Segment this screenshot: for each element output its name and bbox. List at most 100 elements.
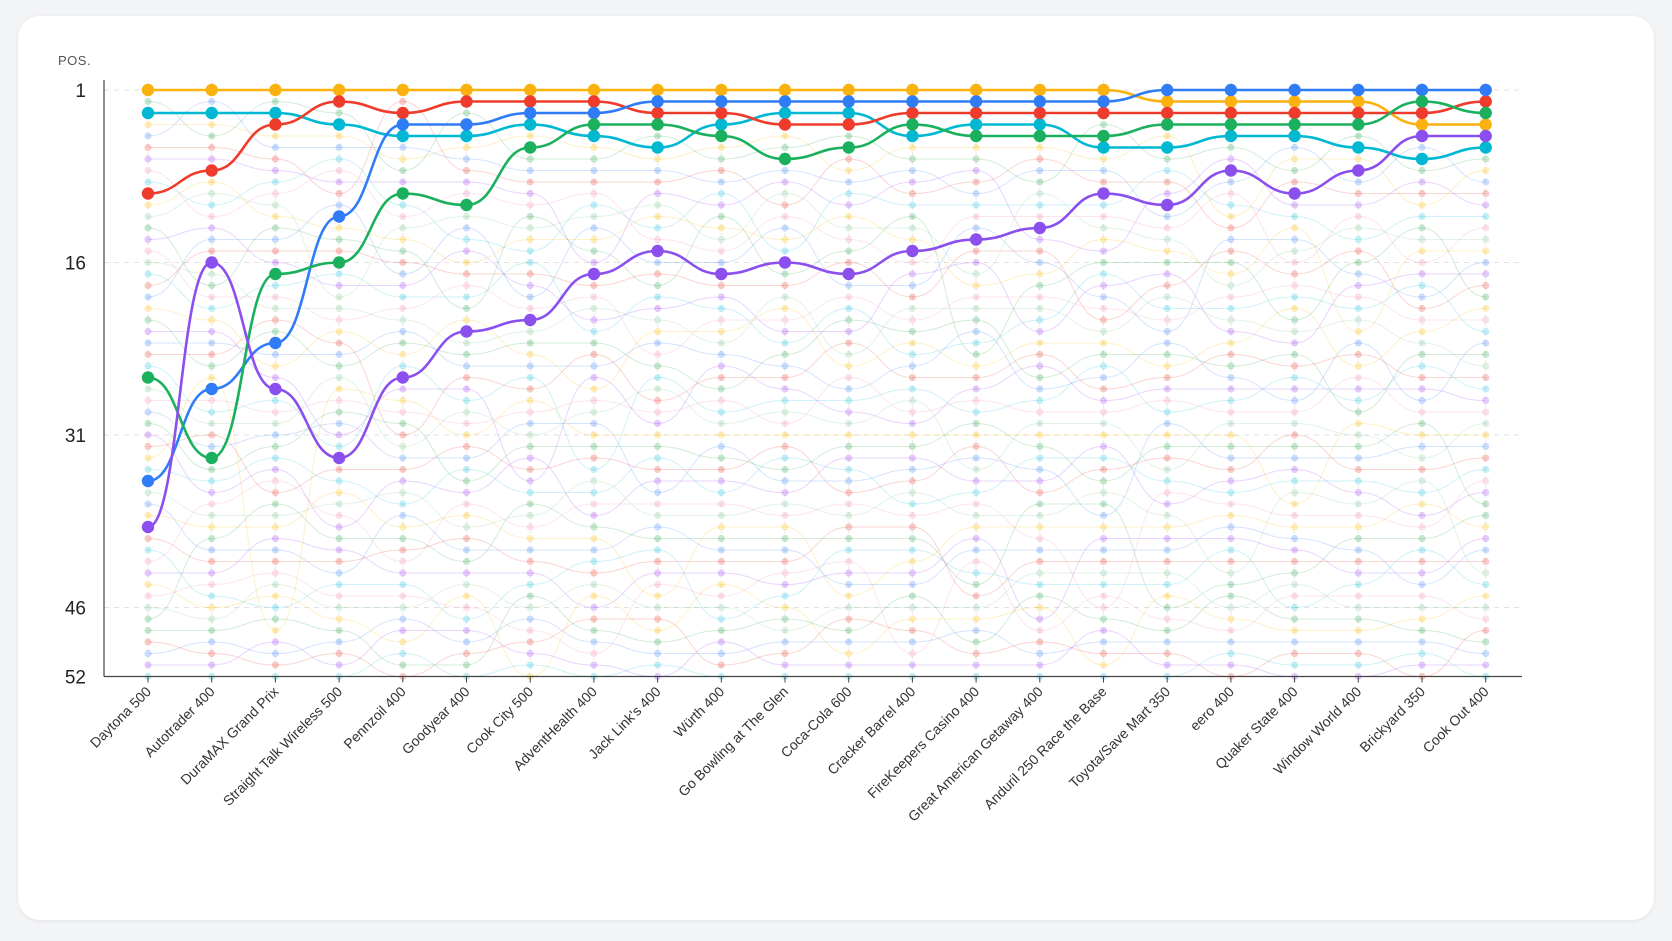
background-series-point xyxy=(908,327,917,336)
background-series-point xyxy=(654,362,662,370)
background-series-point xyxy=(208,304,216,313)
background-series-point xyxy=(526,626,534,635)
background-series-point xyxy=(1291,488,1299,497)
background-series-point xyxy=(972,511,980,520)
background-series-point xyxy=(1227,546,1235,554)
background-series-point xyxy=(1227,270,1235,278)
background-series-point xyxy=(1163,304,1171,313)
background-series-point xyxy=(144,247,152,255)
background-series-point xyxy=(1036,603,1044,612)
background-series-point xyxy=(526,132,534,140)
background-series-point xyxy=(972,143,980,152)
background-series-point xyxy=(908,442,917,451)
background-series-point xyxy=(972,454,980,462)
background-series-point xyxy=(654,592,662,600)
background-series-point xyxy=(335,270,343,278)
background-series-point xyxy=(781,247,789,255)
background-series-point xyxy=(526,431,534,439)
background-series-point xyxy=(654,419,662,428)
background-series-point xyxy=(908,431,917,439)
background-series-point xyxy=(399,224,407,232)
background-series-point xyxy=(208,546,216,554)
background-series-line xyxy=(147,480,1486,609)
series-point xyxy=(1033,83,1046,97)
background-series-point xyxy=(208,511,216,520)
background-series-point xyxy=(1291,500,1299,508)
background-series-line xyxy=(147,434,1486,528)
background-series-point xyxy=(654,442,662,451)
series-line xyxy=(146,100,1487,460)
background-series-point xyxy=(399,281,407,290)
background-series-point xyxy=(526,304,534,313)
background-series-point xyxy=(462,465,471,474)
background-series-point xyxy=(781,626,789,635)
background-series-point xyxy=(526,523,534,531)
background-series-point xyxy=(972,638,980,646)
x-tick-label: Goodyear 400 xyxy=(399,683,473,757)
background-series-point xyxy=(908,258,917,267)
background-series-point xyxy=(1482,212,1490,221)
background-series-point xyxy=(526,385,534,393)
background-series-point xyxy=(717,304,725,313)
y-tick-label: 1 xyxy=(75,81,86,102)
background-series-point xyxy=(1291,557,1299,566)
background-series-point xyxy=(845,511,853,520)
background-series-point xyxy=(1163,258,1171,267)
background-series-point xyxy=(1227,626,1235,635)
background-series-point xyxy=(590,408,598,416)
background-series-point xyxy=(462,373,471,382)
series-point xyxy=(906,118,919,131)
background-series-point xyxy=(462,419,471,428)
series-point xyxy=(715,118,728,131)
series-point xyxy=(969,129,983,143)
background-series-point xyxy=(144,350,152,359)
background-series-point xyxy=(1418,396,1426,405)
background-series-point xyxy=(462,557,471,566)
series-point xyxy=(1479,141,1492,154)
background-series-point xyxy=(1163,534,1171,543)
background-series-point xyxy=(1354,316,1362,324)
background-series-point xyxy=(1227,523,1235,531)
background-series-point xyxy=(845,235,853,244)
background-series-point xyxy=(399,649,407,658)
background-series-point xyxy=(781,523,789,531)
background-series-point xyxy=(526,488,534,497)
background-series-point xyxy=(1418,615,1426,623)
background-series-point xyxy=(654,661,662,669)
series-point xyxy=(715,83,728,97)
series-point xyxy=(1161,141,1174,154)
background-series-point xyxy=(845,385,853,393)
background-series-point xyxy=(1354,155,1362,163)
background-series-point xyxy=(144,327,152,336)
background-series-point xyxy=(335,511,343,520)
background-series-point xyxy=(1482,304,1490,313)
background-series-point xyxy=(1354,350,1362,359)
background-series-point xyxy=(399,442,407,451)
background-series-point xyxy=(908,546,917,554)
background-series-point xyxy=(462,270,471,278)
background-series-point xyxy=(1291,638,1299,646)
background-series-point xyxy=(399,546,407,554)
background-series-point xyxy=(1227,603,1235,612)
background-series-point xyxy=(335,442,343,451)
background-series-point xyxy=(590,212,598,221)
background-series-point xyxy=(271,97,279,106)
background-series-point xyxy=(972,500,980,508)
background-series-line xyxy=(148,629,1486,678)
background-series-point xyxy=(335,178,343,186)
background-series-point xyxy=(462,178,471,186)
background-series-point xyxy=(144,649,152,658)
background-series-point xyxy=(590,235,598,244)
background-series-point xyxy=(972,661,980,669)
background-series-line xyxy=(148,124,1486,218)
background-series-point xyxy=(717,511,725,520)
background-series-point xyxy=(462,109,471,117)
background-series-point xyxy=(1163,603,1171,612)
background-series-point xyxy=(781,419,789,428)
series-line xyxy=(146,88,1487,126)
background-series-point xyxy=(717,362,725,370)
background-series-point xyxy=(1482,477,1490,485)
series-point xyxy=(778,95,792,108)
background-series-point xyxy=(908,603,917,612)
background-series-point xyxy=(590,603,598,612)
